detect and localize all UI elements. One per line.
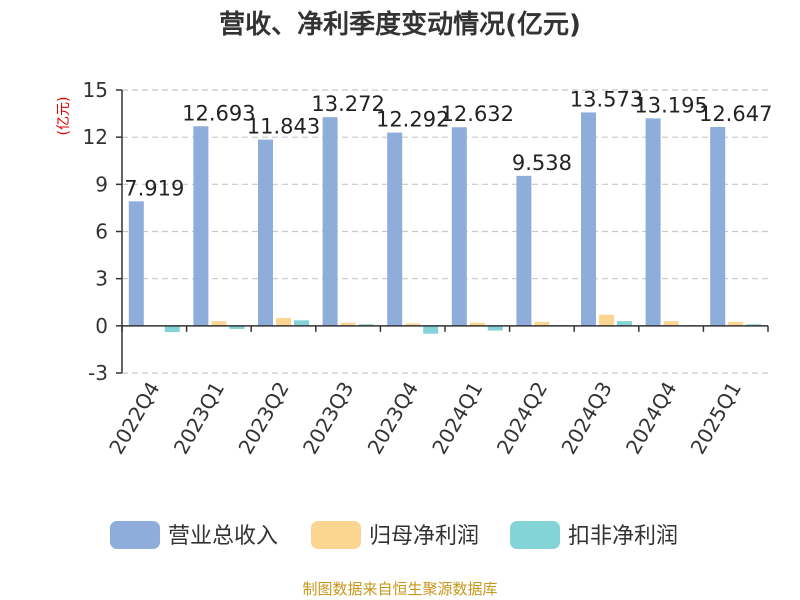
bar-deducted-net-profit	[423, 325, 439, 334]
x-tick-label: 2024Q1	[427, 378, 487, 459]
bar-net-profit	[276, 317, 291, 326]
y-tick-label: 12	[83, 125, 108, 149]
legend-swatch	[311, 521, 361, 549]
y-tick-label: 0	[95, 314, 108, 338]
bar-series	[128, 112, 762, 334]
bar-revenue	[322, 117, 338, 326]
data-label: 7.919	[124, 176, 184, 200]
bar-revenue	[710, 126, 726, 326]
bar-net-profit	[405, 323, 421, 326]
y-tick-labels: 15 12 9 6 3 0 -3	[83, 78, 108, 385]
x-tick-label: 2023Q2	[233, 378, 293, 459]
bar-deducted-net-profit	[746, 324, 762, 326]
y-axis-label: (亿元)	[56, 97, 72, 136]
legend-label: 扣非净利润	[568, 524, 678, 549]
data-label: 13.195	[634, 93, 707, 117]
bar-deducted-net-profit	[229, 325, 245, 329]
bar-deducted-net-profit	[164, 325, 180, 333]
bar-deducted-net-profit	[617, 321, 632, 326]
source-note: 制图数据来自恒生聚源数据库	[302, 580, 497, 598]
gridlines	[122, 89, 768, 374]
legend-swatch	[110, 521, 160, 549]
axes	[116, 89, 769, 374]
bar-net-profit	[469, 322, 485, 326]
x-tick-labels: 2022Q4 2023Q1 2023Q2 2023Q3 2023Q4 2024Q1 2024…	[104, 378, 746, 459]
x-tick-label: 2023Q4	[363, 378, 423, 459]
data-label: 12.632	[441, 102, 514, 126]
legend-label: 营业总收入	[168, 524, 278, 549]
data-label: 12.647	[699, 102, 772, 126]
data-label: 13.272	[311, 92, 384, 116]
data-label: 13.573	[570, 87, 643, 111]
bar-net-profit	[534, 321, 550, 326]
bar-deducted-net-profit	[358, 324, 374, 326]
x-tick-label: 2024Q4	[621, 378, 681, 459]
bar-net-profit	[211, 321, 227, 326]
y-tick-label: 15	[83, 78, 108, 102]
y-tick-label: 3	[95, 267, 108, 291]
bar-revenue	[387, 132, 403, 326]
chart-title: 营收、净利季度变动情况(亿元)	[219, 9, 581, 40]
x-tick-label: 2024Q2	[492, 378, 552, 459]
data-label: 12.292	[376, 108, 449, 132]
legend-swatch	[510, 521, 560, 549]
bar-net-profit	[663, 321, 679, 326]
bar-revenue	[128, 201, 144, 326]
data-label: 12.693	[182, 101, 255, 125]
data-label: 9.538	[512, 151, 572, 175]
bar-net-profit	[340, 322, 356, 326]
bar-revenue	[258, 139, 273, 326]
bar-deducted-net-profit	[487, 325, 503, 331]
y-tick-label: 9	[95, 172, 108, 196]
bar-revenue	[581, 112, 596, 326]
bar-net-profit	[599, 314, 614, 326]
bar-net-profit	[728, 321, 744, 326]
bar-deducted-net-profit	[294, 320, 309, 326]
x-tick-label: 2023Q1	[169, 378, 229, 459]
data-label: 11.843	[247, 115, 320, 139]
bar-revenue	[451, 127, 467, 326]
bar-revenue	[645, 118, 661, 326]
y-tick-label: -3	[88, 361, 108, 385]
x-tick-label: 2025Q1	[686, 378, 746, 459]
x-tick-label: 2024Q3	[556, 378, 616, 459]
legend-label: 归母净利润	[369, 524, 479, 549]
legend: 营业总收入 归母净利润 扣非净利润	[110, 521, 678, 549]
bar-revenue	[193, 126, 209, 326]
bar-revenue	[516, 175, 532, 326]
x-tick-label: 2023Q3	[298, 378, 358, 459]
x-tick-label: 2022Q4	[104, 378, 164, 459]
y-tick-label: 6	[95, 220, 108, 244]
